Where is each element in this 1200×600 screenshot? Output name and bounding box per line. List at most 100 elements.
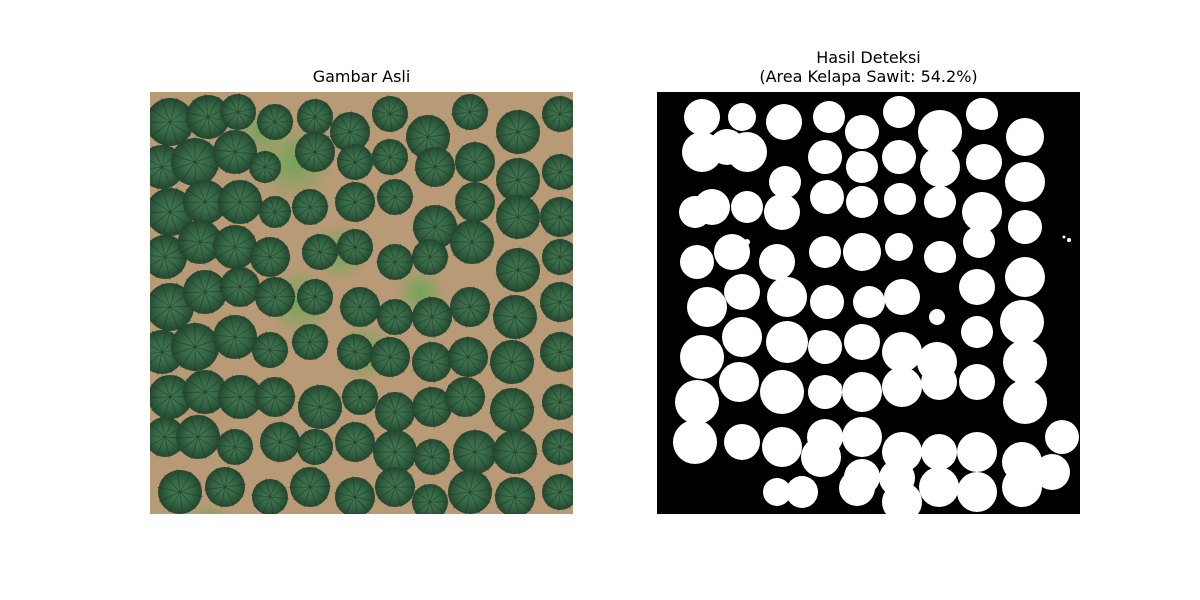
detected-palm-region — [714, 234, 750, 270]
palm-tree-crown — [541, 428, 573, 466]
detected-palm-region — [724, 274, 760, 310]
palm-tree-crown — [181, 269, 229, 315]
palm-tree-crown — [294, 131, 336, 173]
palm-tree-crown — [371, 429, 419, 475]
palm-tree-crown — [495, 193, 541, 241]
palm-tree-crown — [495, 108, 541, 156]
detected-palm-region — [1006, 118, 1044, 156]
palm-tree-crown — [296, 278, 334, 316]
palm-tree-crown — [491, 294, 539, 340]
detected-palm-region — [842, 372, 882, 412]
palm-tree-crown — [157, 469, 203, 514]
detected-palm-region — [884, 279, 920, 315]
palm-tree-crown — [219, 93, 257, 131]
palm-tree-crown — [413, 438, 451, 476]
detected-palm-region — [684, 99, 720, 135]
palm-tree-crown — [150, 234, 189, 280]
palm-tree-crown — [412, 204, 458, 250]
detection-title-line1: Hasil Deteksi — [816, 48, 921, 67]
detected-palm-region — [760, 370, 804, 414]
palm-tree-crown — [495, 246, 541, 294]
detected-palm-region — [885, 233, 913, 261]
detected-palm-region — [724, 424, 760, 460]
detected-palm-region — [959, 364, 995, 400]
detected-palm-region — [919, 467, 959, 507]
palm-tree-crown — [411, 238, 449, 276]
detected-palm-region — [879, 460, 915, 496]
palm-tree-crown — [336, 333, 374, 371]
palm-tree-crown — [447, 469, 493, 514]
palm-tree-crown — [451, 93, 489, 131]
detected-palm-region — [918, 110, 962, 154]
palm-tree-crown — [216, 179, 264, 225]
palm-tree-crown — [334, 476, 376, 514]
palm-tree-crown — [211, 224, 259, 270]
palm-tree-crown — [374, 391, 416, 433]
detected-palm-region — [680, 335, 724, 379]
detected-palm-region — [842, 417, 882, 457]
palm-tree-crown — [150, 374, 194, 420]
palm-tree-crown — [288, 466, 332, 508]
detected-palm-region — [963, 226, 995, 258]
detected-palm-region — [1003, 380, 1047, 424]
palm-tree-crown — [181, 369, 229, 415]
palm-tree-crown — [185, 94, 231, 140]
palm-tree-crown — [248, 150, 282, 184]
palm-tree-crown — [341, 378, 379, 416]
detected-palm-region — [882, 140, 916, 174]
palm-tree-crown — [495, 156, 541, 204]
detected-palm-region — [843, 233, 881, 271]
palm-tree-crown — [216, 428, 254, 466]
palm-tree-crown — [253, 376, 297, 418]
detected-palm-region — [924, 186, 956, 218]
binary-mask-palm-detection — [657, 92, 1080, 514]
detected-palm-region — [1003, 340, 1047, 384]
detected-palm-region — [759, 244, 795, 280]
detected-palm-region — [766, 321, 808, 363]
palm-tree-crown — [251, 478, 289, 514]
palm-tree-crown — [376, 243, 414, 281]
palm-tree-crown — [369, 336, 411, 378]
detected-palm-region — [808, 330, 842, 364]
palm-tree-crown — [170, 321, 220, 373]
palm-tree-crown — [539, 331, 573, 373]
palm-tree-crown — [150, 416, 186, 458]
detected-palm-region — [786, 476, 818, 508]
detection-noise-speck — [749, 284, 755, 290]
detected-palm-region — [1005, 257, 1045, 297]
palm-tree-crown — [454, 140, 496, 184]
palm-tree-crown — [411, 483, 449, 514]
palm-tree-crown — [541, 473, 573, 511]
palm-tree-crown — [291, 323, 329, 361]
palm-tree-crown — [541, 383, 573, 421]
detected-palm-region — [921, 434, 957, 470]
palm-tree-crown — [339, 286, 381, 328]
palm-tree-crown — [253, 276, 297, 318]
palm-tree-crown — [494, 476, 536, 514]
palm-tree-crown — [444, 376, 486, 418]
detected-palm-region — [957, 472, 997, 512]
palm-tree-crown — [336, 143, 374, 181]
palm-tree-crown — [489, 339, 535, 385]
palm-tree-crown — [541, 153, 573, 191]
detected-palm-region — [680, 245, 714, 279]
detected-palm-region — [924, 241, 956, 273]
detected-palm-region — [763, 478, 791, 506]
palm-tree-crown — [539, 281, 573, 323]
detected-palm-region — [1000, 300, 1044, 344]
palm-tree-crown — [204, 466, 246, 508]
detected-palm-region — [959, 269, 995, 305]
detection-area-label: (Area Kelapa Sawit: 54.2%) — [759, 67, 978, 86]
detection-noise-speck — [832, 382, 842, 392]
palm-tree-crown — [291, 188, 329, 226]
palm-tree-crown — [211, 129, 259, 175]
detected-palm-region — [966, 98, 998, 130]
detected-palm-region — [810, 180, 844, 214]
palm-tree-crown — [449, 286, 491, 328]
detection-mask-image — [657, 92, 1080, 514]
palm-tree-crown — [259, 421, 301, 463]
palm-tree-crown — [376, 298, 414, 336]
detected-palm-region — [694, 189, 730, 225]
palm-tree-crown — [258, 195, 292, 229]
detected-palm-region — [769, 166, 801, 198]
